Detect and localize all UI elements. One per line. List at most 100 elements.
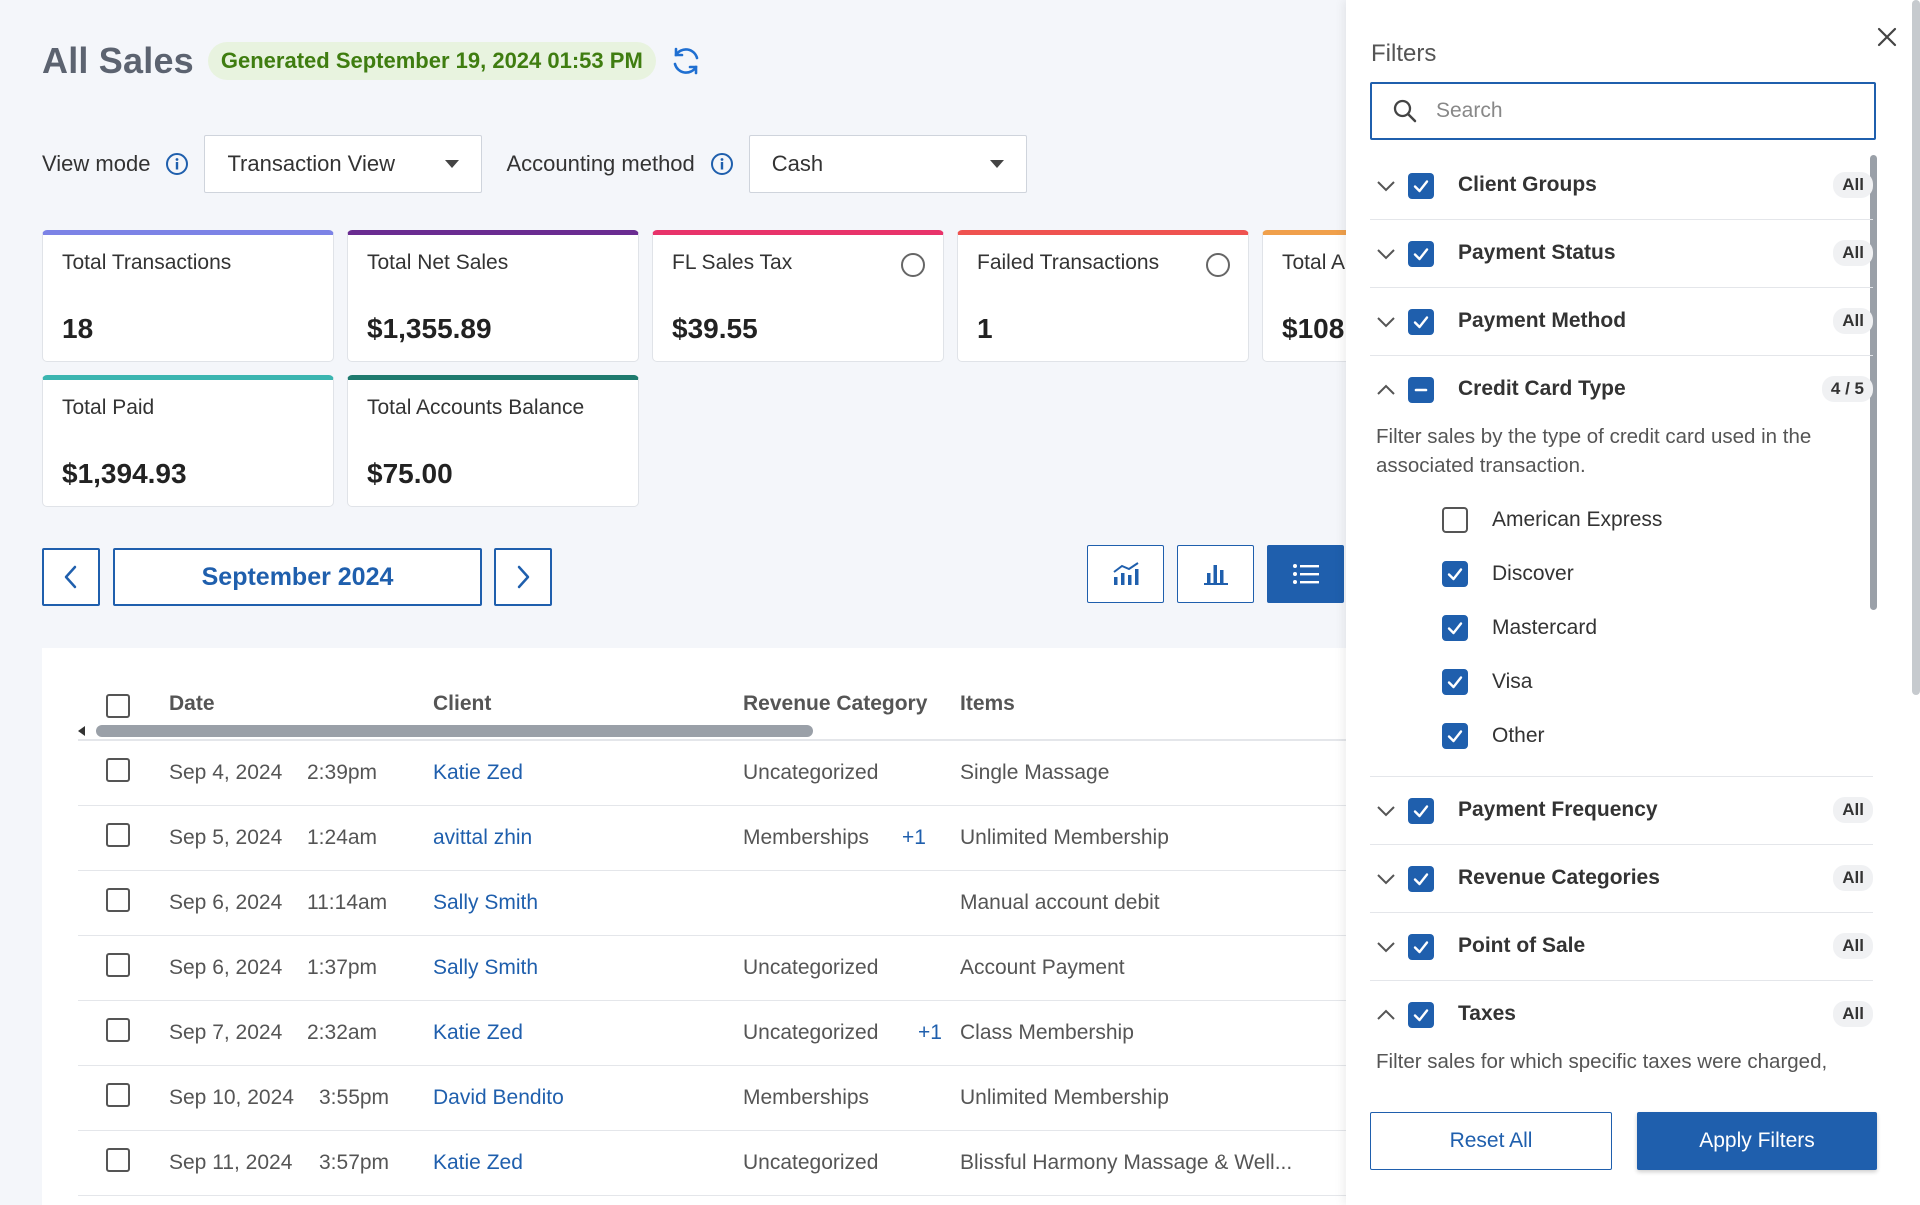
card-total-transactions[interactable]: Total Transactions 18 — [42, 230, 334, 362]
group-checkbox[interactable] — [1408, 866, 1434, 892]
column-header-client[interactable]: Client — [433, 692, 492, 715]
title-row: All Sales Generated September 19, 2024 0… — [42, 38, 706, 83]
card-total-a[interactable]: Total A $108 — [1262, 230, 1346, 362]
card-failed-transactions[interactable]: Failed Transactions 1 — [957, 230, 1249, 362]
filter-group-payment-status[interactable]: Payment Status All — [1370, 220, 1873, 288]
reset-all-button[interactable]: Reset All — [1370, 1112, 1612, 1170]
table-row[interactable]: Sep 10, 2024 3:55pm David Bendito Member… — [78, 1066, 1346, 1131]
list-view-button[interactable] — [1267, 545, 1344, 603]
table-row[interactable]: Sep 7, 2024 2:32am Katie Zed Uncategoriz… — [78, 1001, 1346, 1066]
option-other[interactable]: Other — [1442, 721, 1545, 751]
view-mode-select[interactable]: Transaction View — [204, 135, 483, 193]
info-icon[interactable] — [709, 151, 735, 177]
group-checkbox-indeterminate[interactable] — [1408, 377, 1434, 403]
refresh-icon[interactable] — [666, 41, 706, 81]
chevron-down-icon[interactable] — [1374, 242, 1398, 266]
group-checkbox[interactable] — [1408, 173, 1434, 199]
bar-chart-view-button[interactable] — [1177, 545, 1254, 603]
info-icon[interactable] — [164, 151, 190, 177]
chevron-down-icon[interactable] — [1374, 174, 1398, 198]
option-checkbox[interactable] — [1442, 723, 1468, 749]
filter-group-taxes[interactable]: Taxes All — [1370, 981, 1873, 1049]
row-checkbox[interactable] — [106, 953, 130, 977]
row-checkbox[interactable] — [106, 888, 130, 912]
filter-group-payment-method[interactable]: Payment Method All — [1370, 288, 1873, 356]
row-checkbox[interactable] — [106, 1018, 130, 1042]
column-header-date[interactable]: Date — [169, 692, 215, 715]
next-month-button[interactable] — [494, 548, 552, 606]
chevron-up-icon[interactable] — [1374, 1003, 1398, 1027]
column-header-revenue-category[interactable]: Revenue Category — [743, 692, 928, 715]
option-checkbox[interactable] — [1442, 507, 1468, 533]
scroll-left-arrow-icon[interactable] — [78, 726, 85, 736]
group-checkbox[interactable] — [1408, 241, 1434, 267]
card-fl-sales-tax[interactable]: FL Sales Tax $39.55 — [652, 230, 944, 362]
row-client-link[interactable]: Katie Zed — [433, 1151, 523, 1174]
filter-group-credit-card-type[interactable]: Credit Card Type 4 / 5 — [1370, 356, 1873, 424]
card-total-net-sales[interactable]: Total Net Sales $1,355.89 — [347, 230, 639, 362]
group-checkbox[interactable] — [1408, 934, 1434, 960]
row-client-link[interactable]: David Bendito — [433, 1086, 564, 1109]
chevron-down-icon[interactable] — [1374, 799, 1398, 823]
row-client-link[interactable]: Sally Smith — [433, 891, 539, 914]
option-discover[interactable]: Discover — [1442, 559, 1574, 589]
close-icon[interactable] — [1872, 22, 1902, 52]
chevron-down-icon[interactable] — [1374, 310, 1398, 334]
group-checkbox[interactable] — [1408, 309, 1434, 335]
table-row[interactable]: Sep 5, 2024 1:24am avittal zhin Membersh… — [78, 806, 1346, 871]
row-checkbox[interactable] — [106, 758, 130, 782]
table-row[interactable]: Sep 11, 2024 3:57pm Katie Zed Uncategori… — [78, 1131, 1346, 1196]
trend-chart-icon — [1112, 562, 1139, 585]
filter-group-revenue-categories[interactable]: Revenue Categories All — [1370, 845, 1873, 913]
row-category-more[interactable]: +1 — [918, 1021, 942, 1044]
row-date: Sep 11, 2024 — [169, 1151, 293, 1174]
apply-filters-button[interactable]: Apply Filters — [1637, 1112, 1877, 1170]
header-divider — [78, 739, 1346, 741]
filters-scrollbar[interactable] — [1870, 155, 1877, 610]
row-checkbox[interactable] — [106, 1148, 130, 1172]
select-all-checkbox[interactable] — [106, 694, 130, 718]
group-checkbox[interactable] — [1408, 1002, 1434, 1028]
chevron-up-icon[interactable] — [1374, 378, 1398, 402]
filters-search-input[interactable] — [1436, 99, 1856, 123]
option-checkbox[interactable] — [1442, 615, 1468, 641]
row-client-link[interactable]: Katie Zed — [433, 761, 523, 784]
trend-chart-view-button[interactable] — [1087, 545, 1164, 603]
table-row[interactable]: Sep 6, 2024 11:14am Sally Smith Manual a… — [78, 871, 1346, 936]
row-category-more[interactable]: +1 — [902, 826, 926, 849]
scrollbar-thumb[interactable] — [96, 725, 813, 737]
row-checkbox[interactable] — [106, 1083, 130, 1107]
prev-month-button[interactable] — [42, 548, 100, 606]
group-label: Credit Card Type — [1458, 377, 1626, 400]
card-radio[interactable] — [901, 253, 925, 277]
group-checkbox[interactable] — [1408, 798, 1434, 824]
card-label: Failed Transactions — [977, 251, 1160, 274]
row-client-link[interactable]: Sally Smith — [433, 956, 539, 979]
filter-group-point-of-sale[interactable]: Point of Sale All — [1370, 913, 1873, 981]
row-category: Memberships — [743, 826, 870, 849]
filters-search-box[interactable] — [1370, 82, 1876, 140]
filter-group-payment-frequency[interactable]: Payment Frequency All — [1370, 777, 1873, 845]
chevron-down-icon[interactable] — [1374, 867, 1398, 891]
column-header-items[interactable]: Items — [960, 692, 1015, 715]
table-row[interactable]: Sep 6, 2024 1:37pm Sally Smith Uncategor… — [78, 936, 1346, 1001]
panel-scrollbar[interactable] — [1912, 0, 1920, 695]
horizontal-scrollbar[interactable] — [78, 725, 1346, 737]
option-visa[interactable]: Visa — [1442, 667, 1532, 697]
option-american-express[interactable]: American Express — [1442, 505, 1662, 535]
view-mode-label: View mode — [42, 151, 151, 176]
accounting-method-select[interactable]: Cash — [748, 135, 1027, 193]
row-checkbox[interactable] — [106, 823, 130, 847]
option-mastercard[interactable]: Mastercard — [1442, 613, 1597, 643]
card-total-accounts-balance[interactable]: Total Accounts Balance $75.00 — [347, 375, 639, 507]
option-checkbox[interactable] — [1442, 669, 1468, 695]
option-checkbox[interactable] — [1442, 561, 1468, 587]
table-row[interactable]: Sep 4, 2024 2:39pm Katie Zed Uncategoriz… — [78, 741, 1346, 806]
row-client-link[interactable]: avittal zhin — [433, 826, 533, 849]
card-radio[interactable] — [1206, 253, 1230, 277]
row-client-link[interactable]: Katie Zed — [433, 1021, 523, 1044]
chevron-down-icon[interactable] — [1374, 935, 1398, 959]
month-button[interactable]: September 2024 — [113, 548, 482, 606]
card-total-paid[interactable]: Total Paid $1,394.93 — [42, 375, 334, 507]
filter-group-client-groups[interactable]: Client Groups All — [1370, 152, 1873, 220]
